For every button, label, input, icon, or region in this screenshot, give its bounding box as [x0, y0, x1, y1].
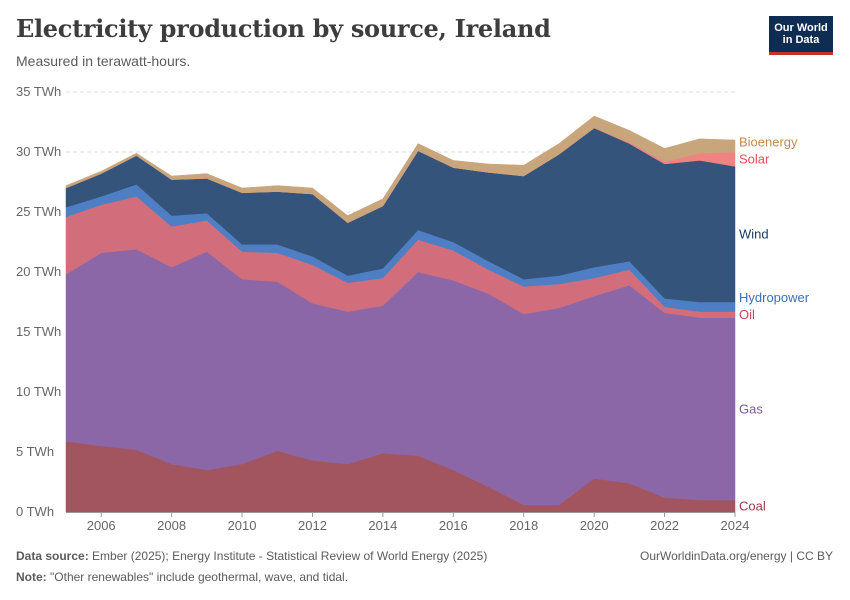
- y-tick-label-35: 35 TWh: [16, 84, 61, 99]
- x-tick-label-2018: 2018: [509, 518, 538, 533]
- logo-line-1: Our World: [774, 22, 828, 34]
- x-tick-label-2010: 2010: [228, 518, 257, 533]
- x-tick-label-2022: 2022: [650, 518, 679, 533]
- x-tick-label-2016: 2016: [439, 518, 468, 533]
- y-tick-label-20: 20 TWh: [16, 264, 61, 279]
- data-source-text: Ember (2025); Energy Institute - Statist…: [92, 549, 488, 563]
- legend-label-gas: Gas: [739, 401, 763, 416]
- x-tick-label-2012: 2012: [298, 518, 327, 533]
- legend-label-oil: Oil: [739, 307, 755, 322]
- legend-label-bioenergy: Bioenergy: [739, 135, 798, 150]
- x-tick-label-2006: 2006: [87, 518, 116, 533]
- area-bioenergy: [65, 115, 736, 224]
- legend-label-hydropower: Hydropower: [739, 290, 810, 305]
- legend-label-wind: Wind: [739, 227, 769, 242]
- x-tick-label-2008: 2008: [157, 518, 186, 533]
- y-tick-label-15: 15 TWh: [16, 324, 61, 339]
- chart-title: Electricity production by source, Irelan…: [16, 14, 551, 43]
- chart-subtitle: Measured in terawatt-hours.: [16, 53, 191, 69]
- note-label: Note:: [16, 570, 47, 584]
- y-tick-label-25: 25 TWh: [16, 204, 61, 219]
- x-tick-label-2020: 2020: [580, 518, 609, 533]
- note-text: "Other renewables" include geothermal, w…: [50, 570, 349, 584]
- x-tick-label-2014: 2014: [368, 518, 397, 533]
- y-tick-label-0: 0 TWh: [16, 504, 54, 519]
- data-source-label: Data source:: [16, 549, 89, 563]
- legend-label-coal: Coal: [739, 499, 766, 514]
- y-tick-label-10: 10 TWh: [16, 384, 61, 399]
- chart-note: Note: "Other renewables" include geother…: [16, 570, 348, 584]
- y-tick-label-5: 5 TWh: [16, 444, 54, 459]
- y-tick-label-30: 30 TWh: [16, 144, 61, 159]
- legend-label-solar: Solar: [739, 152, 770, 167]
- logo-line-2: in Data: [782, 34, 820, 46]
- x-tick-label-2024: 2024: [721, 518, 750, 533]
- data-source: Data source: Ember (2025); Energy Instit…: [16, 549, 487, 563]
- source-url-link[interactable]: OurWorldinData.org/energy | CC BY: [640, 549, 833, 563]
- owid-logo[interactable]: Our World in Data: [769, 16, 833, 55]
